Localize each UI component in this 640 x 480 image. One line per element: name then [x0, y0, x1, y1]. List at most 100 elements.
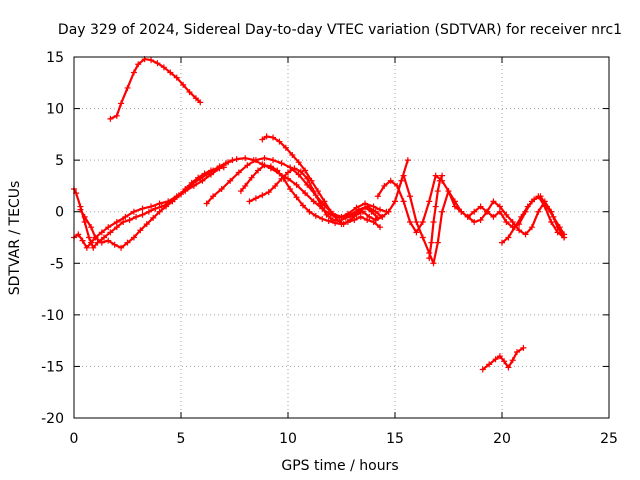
- data-point: [458, 208, 465, 215]
- data-point: [148, 57, 155, 64]
- data-point: [145, 208, 152, 215]
- data-point: [419, 219, 426, 226]
- data-point: [278, 175, 285, 182]
- data-point: [394, 182, 401, 189]
- data-point: [233, 156, 240, 163]
- data-point: [490, 198, 497, 205]
- data-point: [152, 205, 159, 212]
- data-point: [518, 213, 525, 220]
- x-tick-label: 5: [177, 431, 186, 447]
- data-point: [308, 177, 315, 184]
- series-arc-k: [499, 193, 568, 246]
- data-point: [306, 208, 313, 215]
- data-point: [392, 198, 398, 205]
- series-trace: [402, 174, 566, 265]
- data-point: [503, 211, 510, 218]
- data-point: [137, 227, 144, 234]
- data-point: [293, 194, 300, 201]
- data-point: [509, 357, 516, 364]
- data-point: [353, 211, 360, 218]
- series-arc-c: [77, 164, 227, 251]
- series-trace: [428, 174, 444, 260]
- data-point: [486, 361, 493, 368]
- data-point: [265, 189, 272, 196]
- data-point: [214, 165, 221, 172]
- data-point: [118, 100, 125, 107]
- data-point: [323, 211, 330, 218]
- data-point: [426, 198, 433, 205]
- data-point: [207, 167, 214, 174]
- data-point: [287, 186, 294, 193]
- data-point: [120, 219, 127, 226]
- data-point: [246, 198, 253, 205]
- data-point: [432, 203, 439, 210]
- series-trace: [72, 157, 388, 249]
- data-point: [445, 188, 452, 195]
- data-point: [270, 134, 277, 141]
- data-point: [267, 163, 274, 170]
- data-point: [340, 221, 347, 228]
- data-point: [156, 208, 163, 215]
- series-arc-h: [374, 172, 568, 241]
- y-tick-label: 0: [55, 205, 64, 221]
- data-point: [255, 167, 262, 174]
- data-point: [156, 200, 163, 207]
- data-point: [100, 234, 107, 241]
- data-point: [419, 234, 426, 241]
- data-point: [124, 239, 131, 246]
- data-point: [451, 198, 458, 205]
- data-point: [464, 213, 471, 220]
- data-point: [135, 61, 142, 68]
- data-point: [377, 224, 384, 231]
- data-point: [368, 208, 375, 215]
- data-point: [364, 216, 371, 223]
- series-arc-i: [400, 172, 568, 267]
- data-point: [404, 157, 411, 164]
- data-point: [334, 216, 341, 223]
- data-point: [203, 200, 210, 207]
- data-point: [285, 169, 291, 176]
- y-tick-label: -5: [50, 256, 64, 272]
- data-point: [379, 213, 386, 220]
- data-point: [299, 202, 306, 209]
- data-point: [372, 216, 379, 223]
- data-point: [302, 167, 309, 174]
- data-point: [83, 244, 90, 251]
- y-tick-label: -10: [41, 308, 64, 324]
- data-point: [263, 133, 270, 140]
- data-point: [319, 215, 326, 222]
- data-point: [522, 231, 529, 238]
- y-tick-label: -15: [41, 359, 64, 375]
- data-point: [107, 115, 114, 122]
- x-tick-labels: 0 5 10 15 20 25: [70, 431, 618, 447]
- data-point: [432, 172, 439, 179]
- data-point: [259, 136, 266, 143]
- data-point: [150, 214, 157, 221]
- data-point: [113, 224, 120, 231]
- data-point: [439, 208, 446, 215]
- data-point: [434, 188, 441, 195]
- data-point: [229, 157, 236, 164]
- data-point: [148, 203, 155, 210]
- data-point: [81, 213, 88, 220]
- data-point: [244, 162, 251, 169]
- x-tick-label: 20: [493, 431, 511, 447]
- x-tick-label: 10: [279, 431, 297, 447]
- data-point: [261, 162, 268, 169]
- data-point: [524, 203, 531, 210]
- data-point: [381, 182, 388, 189]
- data-point: [295, 171, 302, 178]
- data-point: [98, 239, 105, 246]
- data-point: [242, 182, 249, 189]
- data-point: [160, 64, 167, 71]
- data-point: [370, 203, 377, 210]
- data-point: [124, 84, 131, 91]
- axis-ticks: [73, 56, 610, 419]
- data-point: [413, 229, 420, 236]
- data-point: [126, 216, 133, 223]
- data-point: [310, 198, 317, 205]
- data-point: [270, 157, 277, 164]
- series-arc-j: [426, 172, 446, 262]
- data-point: [428, 239, 435, 246]
- data-point: [180, 81, 187, 88]
